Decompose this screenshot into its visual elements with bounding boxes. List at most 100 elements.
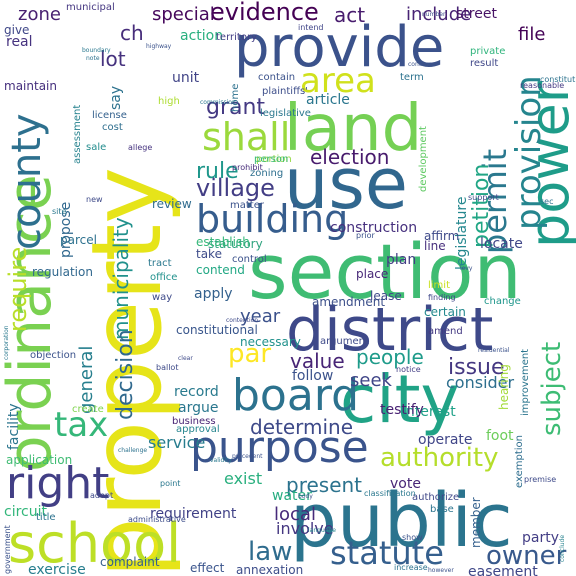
word-take: take: [196, 247, 222, 261]
word-complaint: complaint: [100, 555, 160, 569]
word-legislature: legislature: [454, 197, 470, 270]
word-levy: levy: [460, 265, 473, 272]
word-prohibit: prohibit: [232, 163, 263, 172]
word-ballot: ballot: [156, 363, 178, 372]
word-legislative: legislative: [260, 108, 311, 119]
word-owner: owner: [486, 541, 567, 571]
word-follow: follow: [292, 368, 333, 384]
word-business: business: [172, 416, 216, 427]
word-determine: determine: [250, 415, 353, 439]
word-control: control: [232, 254, 267, 265]
word-assessment: assessment: [72, 105, 83, 164]
word-authorize: authorize: [412, 492, 459, 503]
word-statutory: statutory: [208, 237, 263, 251]
word-precedent: precedent: [232, 453, 263, 460]
word-office: office: [150, 272, 177, 283]
word-administrative: administrative: [128, 515, 186, 524]
word-validity: validity: [210, 457, 232, 464]
word-apply: apply: [194, 286, 233, 302]
word-district: district: [286, 295, 493, 365]
word-requirement: requirement: [150, 506, 237, 522]
word-lot: lot: [100, 47, 126, 71]
word-conclude: conclude: [559, 535, 566, 562]
word-give: give: [4, 23, 29, 37]
word-necessary: necessary: [240, 335, 301, 349]
word-intend: intend: [298, 23, 324, 32]
word-include: include: [406, 4, 471, 25]
word-prior: prior: [356, 231, 375, 240]
word-say: say: [108, 86, 124, 110]
word-propose: propose: [58, 202, 74, 258]
word-provision: provision: [509, 75, 549, 230]
word-application: application: [6, 453, 72, 467]
word-commission: commission: [200, 99, 236, 106]
word-approval: approval: [176, 424, 220, 435]
word-residential: residential: [478, 347, 510, 354]
word-law: law: [248, 537, 292, 567]
word-review: review: [152, 197, 192, 211]
word-ch: ch: [120, 21, 144, 45]
word-foot: foot: [486, 428, 514, 444]
word-improvement: improvement: [520, 349, 531, 416]
word-argument: argument: [320, 336, 369, 347]
word-person: person: [254, 154, 288, 165]
word-board: board: [232, 370, 359, 421]
word-matter: matter: [230, 200, 265, 211]
word-public: public: [290, 478, 513, 564]
word-sec: sec: [540, 197, 554, 206]
word-value: value: [290, 349, 345, 373]
word-limit: limit: [428, 280, 450, 291]
word-concern: concern: [408, 61, 432, 68]
word-general: general: [76, 346, 97, 414]
word-construction: construction: [330, 220, 417, 236]
word-service: service: [148, 433, 205, 452]
word-evidence: evidence: [210, 0, 319, 26]
word-village: village: [196, 174, 275, 202]
word-section: section: [248, 227, 522, 316]
word-plaintiffs: plaintiffs': [262, 86, 308, 97]
word-rule: rule: [196, 159, 239, 184]
word-change: change: [484, 296, 521, 307]
word-new: new: [86, 195, 103, 204]
word-cost: cost: [102, 122, 123, 133]
word-government: government: [3, 525, 12, 574]
word-decision: decision: [113, 329, 138, 420]
word-high: high: [158, 96, 180, 107]
word-purpose: purpose: [190, 422, 369, 473]
word-license: license: [92, 110, 127, 121]
word-development: development: [418, 126, 429, 192]
word-land: land: [284, 92, 422, 166]
word-however: however: [428, 567, 454, 574]
word-vote: vote: [390, 476, 421, 492]
word-portion: portion: [256, 154, 292, 165]
word-subject: subject: [537, 342, 567, 436]
word-language: language: [308, 527, 336, 534]
word-classification: classification: [364, 489, 416, 498]
word-maintain: maintain: [4, 79, 57, 93]
word-testify: testify: [380, 402, 424, 418]
word-street: street: [456, 6, 497, 22]
word-year: year: [240, 306, 281, 327]
word-contention: contention: [226, 317, 258, 324]
word-finding: finding: [428, 293, 456, 302]
word-clear: clear: [178, 355, 193, 362]
word-support: support: [468, 193, 499, 202]
word-lease: lease: [370, 289, 402, 303]
word-people: people: [356, 345, 424, 369]
word-municipality: municipality: [109, 217, 133, 340]
word-objection: objection: [30, 350, 76, 361]
word-par: par: [228, 339, 271, 369]
word-act: act: [334, 3, 365, 27]
word-point: point: [160, 479, 180, 488]
word-result: result: [470, 58, 498, 69]
word-establish: establish: [196, 235, 250, 249]
word-party: party: [522, 530, 559, 546]
word-local: local: [274, 504, 316, 525]
word-election: election: [310, 145, 389, 169]
word-easement: easement: [468, 564, 538, 576]
word-constitutional: constitutional: [176, 323, 258, 337]
word-interest: interest: [402, 404, 456, 420]
word-territory: territory: [216, 32, 257, 43]
